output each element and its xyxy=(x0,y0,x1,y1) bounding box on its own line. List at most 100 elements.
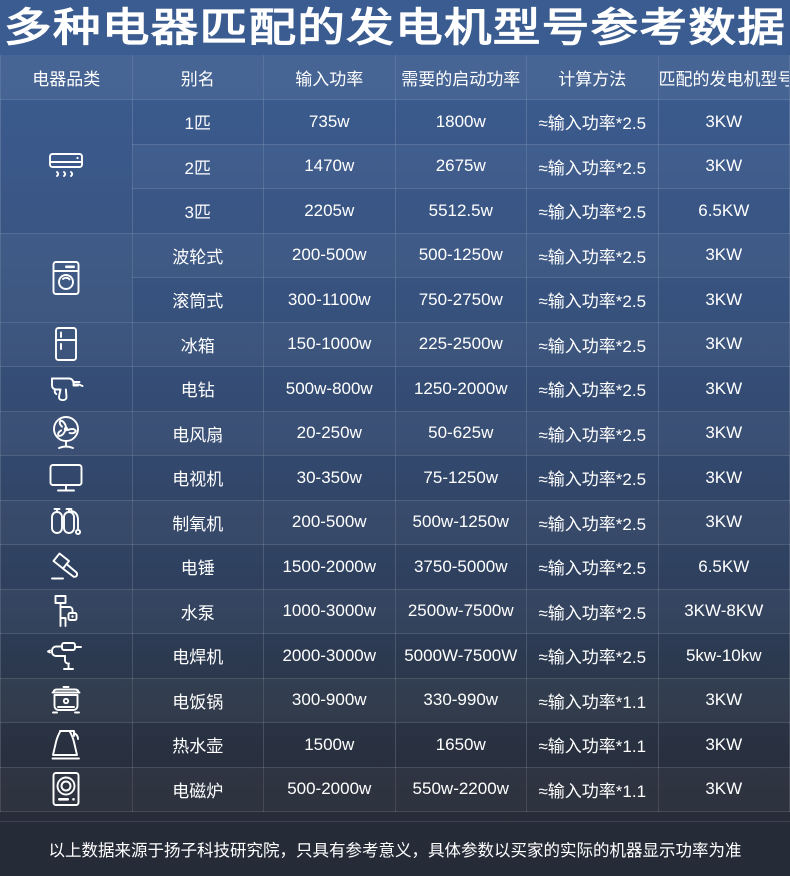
cell-alias: 水泵 xyxy=(131,588,264,634)
cell-input-power: 200-500w xyxy=(263,499,396,545)
table-row: 电风扇 20-250w 50-625w ≈输入功率*2.5 3KW xyxy=(0,410,790,456)
cell-alias: 1匹 xyxy=(131,99,264,145)
cell-alias: 2匹 xyxy=(131,143,264,189)
cell-input-power: 500w-800w xyxy=(263,366,396,412)
cell-calc-method: ≈输入功率*2.5 xyxy=(526,633,659,679)
table-row: 电饭锅 300-900w 330-990w ≈输入功率*1.1 3KW xyxy=(0,677,790,723)
cell-input-power: 200-500w xyxy=(263,232,396,278)
cell-startup-power: 2675w xyxy=(394,143,527,189)
table-row: 制氧机 200-500w 500w-1250w ≈输入功率*2.5 3KW xyxy=(0,499,790,545)
cell-alias: 电钻 xyxy=(131,366,264,412)
welding-machine-icon xyxy=(0,633,133,679)
table-row: 水泵 1000-3000w 2500w-7500w ≈输入功率*2.5 3KW-8KW xyxy=(0,588,790,634)
table-row: 1匹 735w 1800w ≈输入功率*2.5 3KW xyxy=(0,99,790,234)
generator-reference-table: 电器品类 别名 输入功率 需要的启动功率 计算方法 匹配的发电机型号 1匹 735… xyxy=(0,55,790,812)
table-head: 电器品类 别名 输入功率 需要的启动功率 计算方法 匹配的发电机型号 xyxy=(0,55,790,100)
water-pump-icon xyxy=(0,588,133,634)
cell-input-power: 1000-3000w xyxy=(263,588,396,634)
cell-startup-power: 50-625w xyxy=(394,410,527,456)
cell-calc-method: ≈输入功率*2.5 xyxy=(526,544,659,590)
cell-startup-power: 500w-1250w xyxy=(394,499,527,545)
column-header-alias: 别名 xyxy=(131,55,264,100)
cell-input-power: 1500w xyxy=(263,722,396,768)
oxygen-machine-icon xyxy=(0,499,133,545)
cell-generator-model: 5kw-10kw xyxy=(657,633,790,679)
cell-generator-model: 3KW xyxy=(657,722,790,768)
cell-calc-method: ≈输入功率*2.5 xyxy=(526,410,659,456)
column-header-method: 计算方法 xyxy=(526,55,659,100)
cell-generator-model: 3KW xyxy=(657,232,790,278)
cell-generator-model: 3KW xyxy=(657,677,790,723)
cell-input-power: 2205w xyxy=(263,188,396,234)
cell-alias: 热水壶 xyxy=(131,722,264,768)
cell-calc-method: ≈输入功率*2.5 xyxy=(526,366,659,412)
cell-input-power: 300-1100w xyxy=(263,277,396,323)
cell-alias: 电饭锅 xyxy=(131,677,264,723)
cell-generator-model: 6.5KW xyxy=(657,188,790,234)
column-header-category: 电器品类 xyxy=(0,55,133,100)
cell-startup-power: 225-2500w xyxy=(394,321,527,367)
table-row: 电锤 1500-2000w 3750-5000w ≈输入功率*2.5 6.5KW xyxy=(0,544,790,590)
cell-startup-power: 5512.5w xyxy=(394,188,527,234)
cell-calc-method: ≈输入功率*1.1 xyxy=(526,677,659,723)
cell-generator-model: 3KW xyxy=(657,99,790,145)
cell-generator-model: 3KW-8KW xyxy=(657,588,790,634)
cell-calc-method: ≈输入功率*2.5 xyxy=(526,588,659,634)
cell-calc-method: ≈输入功率*2.5 xyxy=(526,143,659,189)
cell-alias: 电磁炉 xyxy=(131,766,264,812)
page-title: 多种电器匹配的发电机型号参考数据 xyxy=(3,5,786,50)
cell-alias: 电风扇 xyxy=(131,410,264,456)
cell-generator-model: 3KW xyxy=(657,321,790,367)
rice-cooker-icon xyxy=(0,677,133,723)
table-row: 电焊机 2000-3000w 5000W-7500W ≈输入功率*2.5 5kw-10k… xyxy=(0,633,790,679)
title-bar: 多种电器匹配的发电机型号参考数据 xyxy=(0,0,790,55)
refrigerator-icon xyxy=(0,321,133,367)
cell-generator-model: 3KW xyxy=(657,766,790,812)
cell-startup-power: 1250-2000w xyxy=(394,366,527,412)
cell-generator-model: 3KW xyxy=(657,143,790,189)
cell-alias: 3匹 xyxy=(131,188,264,234)
cell-input-power: 735w xyxy=(263,99,396,145)
cell-generator-model: 3KW xyxy=(657,410,790,456)
cell-alias: 滚筒式 xyxy=(131,277,264,323)
cell-alias: 制氧机 xyxy=(131,499,264,545)
table-row: 热水壶 1500w 1650w ≈输入功率*1.1 3KW xyxy=(0,722,790,768)
cell-startup-power: 550w-2200w xyxy=(394,766,527,812)
cell-generator-model: 3KW xyxy=(657,366,790,412)
cell-calc-method: ≈输入功率*1.1 xyxy=(526,766,659,812)
cell-startup-power: 2500w-7500w xyxy=(394,588,527,634)
column-header-startup-power: 需要的启动功率 xyxy=(394,55,527,100)
air-conditioner-icon xyxy=(0,99,133,234)
cell-startup-power: 1650w xyxy=(394,722,527,768)
table-row: 波轮式 200-500w 500-1250w ≈输入功率*2.5 3KW xyxy=(0,232,790,323)
footer-text: 以上数据来源于扬子科技研究院，只具有参考意义，具体参数以买家的实际的机器显示功率… xyxy=(48,842,742,860)
cell-alias: 电锤 xyxy=(131,544,264,590)
cell-calc-method: ≈输入功率*2.5 xyxy=(526,321,659,367)
cell-input-power: 300-900w xyxy=(263,677,396,723)
cell-input-power: 30-350w xyxy=(263,455,396,501)
cell-startup-power: 330-990w xyxy=(394,677,527,723)
column-header-input-power: 输入功率 xyxy=(263,55,396,100)
cell-alias: 电焊机 xyxy=(131,633,264,679)
cell-startup-power: 500-1250w xyxy=(394,232,527,278)
cell-startup-power: 1800w xyxy=(394,99,527,145)
cell-calc-method: ≈输入功率*2.5 xyxy=(526,455,659,501)
cell-startup-power: 750-2750w xyxy=(394,277,527,323)
table-row: 冰箱 150-1000w 225-2500w ≈输入功率*2.5 3KW xyxy=(0,321,790,367)
cell-startup-power: 3750-5000w xyxy=(394,544,527,590)
cell-startup-power: 75-1250w xyxy=(394,455,527,501)
cell-calc-method: ≈输入功率*1.1 xyxy=(526,722,659,768)
cell-input-power: 2000-3000w xyxy=(263,633,396,679)
fan-icon xyxy=(0,410,133,456)
cell-input-power: 500-2000w xyxy=(263,766,396,812)
table-row: 电视机 30-350w 75-1250w ≈输入功率*2.5 3KW xyxy=(0,455,790,501)
cell-alias: 冰箱 xyxy=(131,321,264,367)
cell-generator-model: 3KW xyxy=(657,277,790,323)
cell-generator-model: 6.5KW xyxy=(657,544,790,590)
table-row: 电磁炉 500-2000w 550w-2200w ≈输入功率*1.1 3KW xyxy=(0,766,790,812)
cell-calc-method: ≈输入功率*2.5 xyxy=(526,99,659,145)
cell-alias: 波轮式 xyxy=(131,232,264,278)
cell-calc-method: ≈输入功率*2.5 xyxy=(526,277,659,323)
cell-calc-method: ≈输入功率*2.5 xyxy=(526,188,659,234)
